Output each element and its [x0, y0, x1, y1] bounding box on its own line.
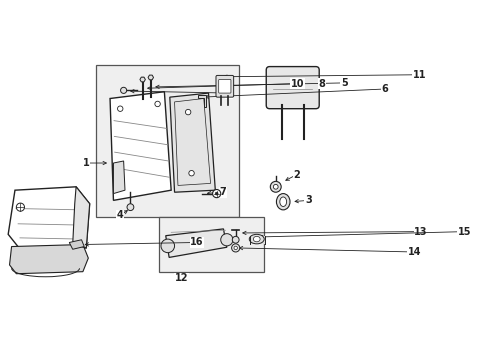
Ellipse shape [249, 234, 264, 244]
Circle shape [185, 109, 190, 115]
FancyBboxPatch shape [216, 75, 233, 97]
Bar [96, 64, 239, 217]
Bar [249, 236, 264, 244]
Circle shape [117, 106, 122, 111]
Polygon shape [165, 229, 226, 257]
Text: 16: 16 [190, 238, 203, 247]
Text: 14: 14 [407, 247, 420, 257]
Circle shape [121, 87, 126, 93]
FancyBboxPatch shape [218, 80, 230, 93]
Polygon shape [69, 240, 84, 249]
Circle shape [273, 184, 278, 189]
FancyBboxPatch shape [265, 67, 319, 109]
Text: 6: 6 [381, 84, 387, 94]
Polygon shape [8, 187, 89, 251]
Circle shape [215, 192, 218, 195]
Polygon shape [198, 95, 206, 107]
Circle shape [232, 237, 239, 243]
Text: 7: 7 [219, 187, 225, 197]
Circle shape [161, 239, 174, 253]
Circle shape [231, 244, 239, 252]
Text: 5: 5 [340, 78, 347, 88]
Text: 15: 15 [457, 226, 470, 237]
Circle shape [270, 181, 281, 192]
Text: 11: 11 [412, 70, 426, 80]
Text: 10: 10 [290, 78, 304, 89]
Text: 8: 8 [318, 78, 325, 89]
Circle shape [233, 246, 237, 249]
Polygon shape [10, 244, 88, 274]
Ellipse shape [279, 197, 286, 207]
Circle shape [212, 189, 220, 198]
Polygon shape [148, 75, 153, 80]
Text: 1: 1 [83, 158, 89, 168]
Text: 4: 4 [117, 210, 123, 220]
Ellipse shape [253, 237, 260, 242]
Text: 13: 13 [413, 226, 427, 237]
Bar [159, 217, 264, 272]
Text: 9: 9 [225, 88, 232, 98]
Circle shape [155, 101, 160, 107]
Polygon shape [73, 187, 89, 248]
Circle shape [188, 171, 194, 176]
Text: 2: 2 [293, 170, 300, 180]
Ellipse shape [276, 194, 289, 210]
Circle shape [16, 203, 24, 211]
Circle shape [127, 204, 134, 211]
Polygon shape [169, 93, 215, 192]
Polygon shape [110, 92, 171, 201]
Polygon shape [113, 161, 125, 194]
Circle shape [220, 234, 232, 246]
Text: 3: 3 [305, 195, 311, 205]
Text: 12: 12 [174, 274, 188, 283]
Polygon shape [140, 77, 145, 82]
